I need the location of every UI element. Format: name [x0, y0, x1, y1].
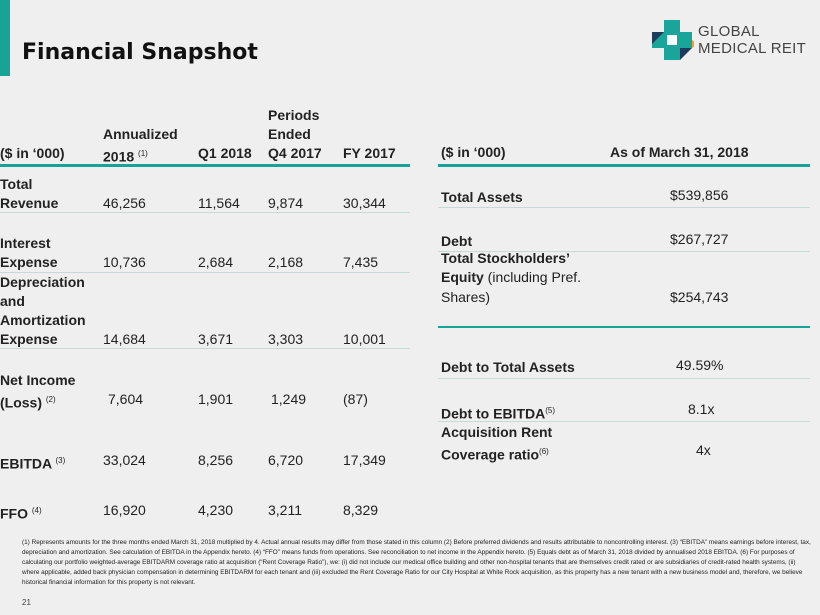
row-rule [438, 207, 810, 208]
row-rule [0, 272, 410, 273]
section-rule [438, 326, 810, 328]
cell: (87) [343, 391, 368, 407]
header-annualized: Annualized [103, 126, 178, 142]
coverage-label-1: Acquisition Rent [441, 424, 553, 440]
header-rule [0, 164, 410, 167]
equity-value: $254,743 [670, 289, 729, 305]
row-note: (2) [45, 395, 56, 404]
header-q4: Q4 2017 [268, 145, 322, 161]
coverage-note: (6) [539, 447, 549, 456]
cell: 7,435 [343, 254, 379, 270]
accent-bar [0, 0, 10, 76]
cell: 46,256 [103, 195, 146, 211]
header-fy: FY 2017 [343, 145, 396, 161]
cell: 8,329 [343, 502, 379, 518]
debt-ebitda-label: Debt to EBITDA [441, 405, 546, 422]
cell: 6,720 [268, 452, 304, 468]
logo-cross-icon [652, 20, 698, 60]
debt-label: Debt [441, 233, 473, 249]
cell: 3,211 [268, 502, 302, 518]
footnotes: (1) Represents amounts for the three mon… [22, 539, 811, 586]
row-label: Depreciation [0, 274, 85, 290]
row-label: FFO [0, 505, 28, 522]
page-number: 21 [22, 598, 31, 607]
cell: 10,001 [343, 331, 386, 347]
row-label: and [0, 293, 25, 309]
row-label: Net Income [0, 372, 76, 388]
cell: 16,920 [103, 502, 146, 518]
debt-assets-label: Debt to Total Assets [441, 359, 575, 375]
row-label: Amortization [0, 312, 86, 328]
header-unit: ($ in ‘000) [441, 144, 506, 160]
cell: 30,344 [343, 195, 386, 211]
coverage-label-2: Coverage ratio [441, 446, 540, 463]
row-label: Revenue [0, 195, 59, 211]
logo-line-1: GLOBAL [698, 23, 760, 40]
header-note: (1) [138, 149, 148, 158]
equity-label-3: Shares) [441, 289, 491, 305]
row-label: EBITDA [0, 455, 52, 472]
debt-value: $267,727 [670, 231, 729, 247]
header-periods: Periods [268, 107, 320, 123]
equity-label-2-bold: Equity [441, 269, 484, 285]
header-unit: ($ in ‘000) [0, 145, 65, 161]
cell: 2,684 [198, 254, 234, 270]
company-logo: GLOBAL MEDICAL REIT [650, 18, 818, 64]
equity-label-1: Total Stockholders’ [441, 250, 570, 266]
cell: 4,230 [198, 502, 234, 518]
total-assets-value: $539,856 [670, 187, 729, 203]
row-label: Expense [0, 331, 58, 347]
row-note: (3) [55, 456, 66, 465]
header-rule [438, 164, 810, 167]
row-label: Interest [0, 235, 51, 251]
equity-label-2: (including Pref. [483, 269, 582, 285]
row-rule [438, 421, 810, 422]
debt-ebitda-note: (5) [545, 406, 555, 415]
row-label: Total [0, 176, 33, 192]
cell: 3,303 [268, 331, 304, 347]
page-title: Financial Snapshot [22, 40, 258, 65]
row-rule [438, 378, 810, 379]
cell: 7,604 [108, 391, 144, 407]
row-rule [438, 251, 810, 252]
cell: 17,349 [343, 452, 386, 468]
cell: 1,901 [198, 391, 234, 407]
cell: 9,874 [268, 195, 304, 211]
cell: 14,684 [103, 331, 146, 347]
cell: 11,564 [198, 195, 240, 211]
cell: 1,249 [271, 391, 307, 407]
header-asof: As of March 31, 2018 [610, 144, 749, 160]
cell: 8,256 [198, 452, 234, 468]
row-note: (4) [31, 506, 42, 515]
cell: 33,024 [103, 452, 146, 468]
cell: 2,168 [268, 254, 304, 270]
row-label: (Loss) [0, 394, 42, 411]
debt-ebitda-value: 8.1x [688, 401, 715, 417]
cell: 10,736 [103, 254, 146, 270]
cell: 3,671 [198, 331, 234, 347]
row-rule [0, 212, 410, 213]
coverage-value: 4x [696, 442, 711, 458]
debt-assets-value: 49.59% [676, 357, 724, 373]
logo-line-2: MEDICAL REIT [698, 40, 807, 57]
row-label: Expense [0, 254, 58, 270]
header-ended: Ended [268, 126, 311, 142]
total-assets-label: Total Assets [441, 189, 523, 205]
header-year: 2018 [103, 148, 135, 165]
row-rule [0, 348, 410, 349]
header-q1: Q1 2018 [198, 145, 252, 161]
